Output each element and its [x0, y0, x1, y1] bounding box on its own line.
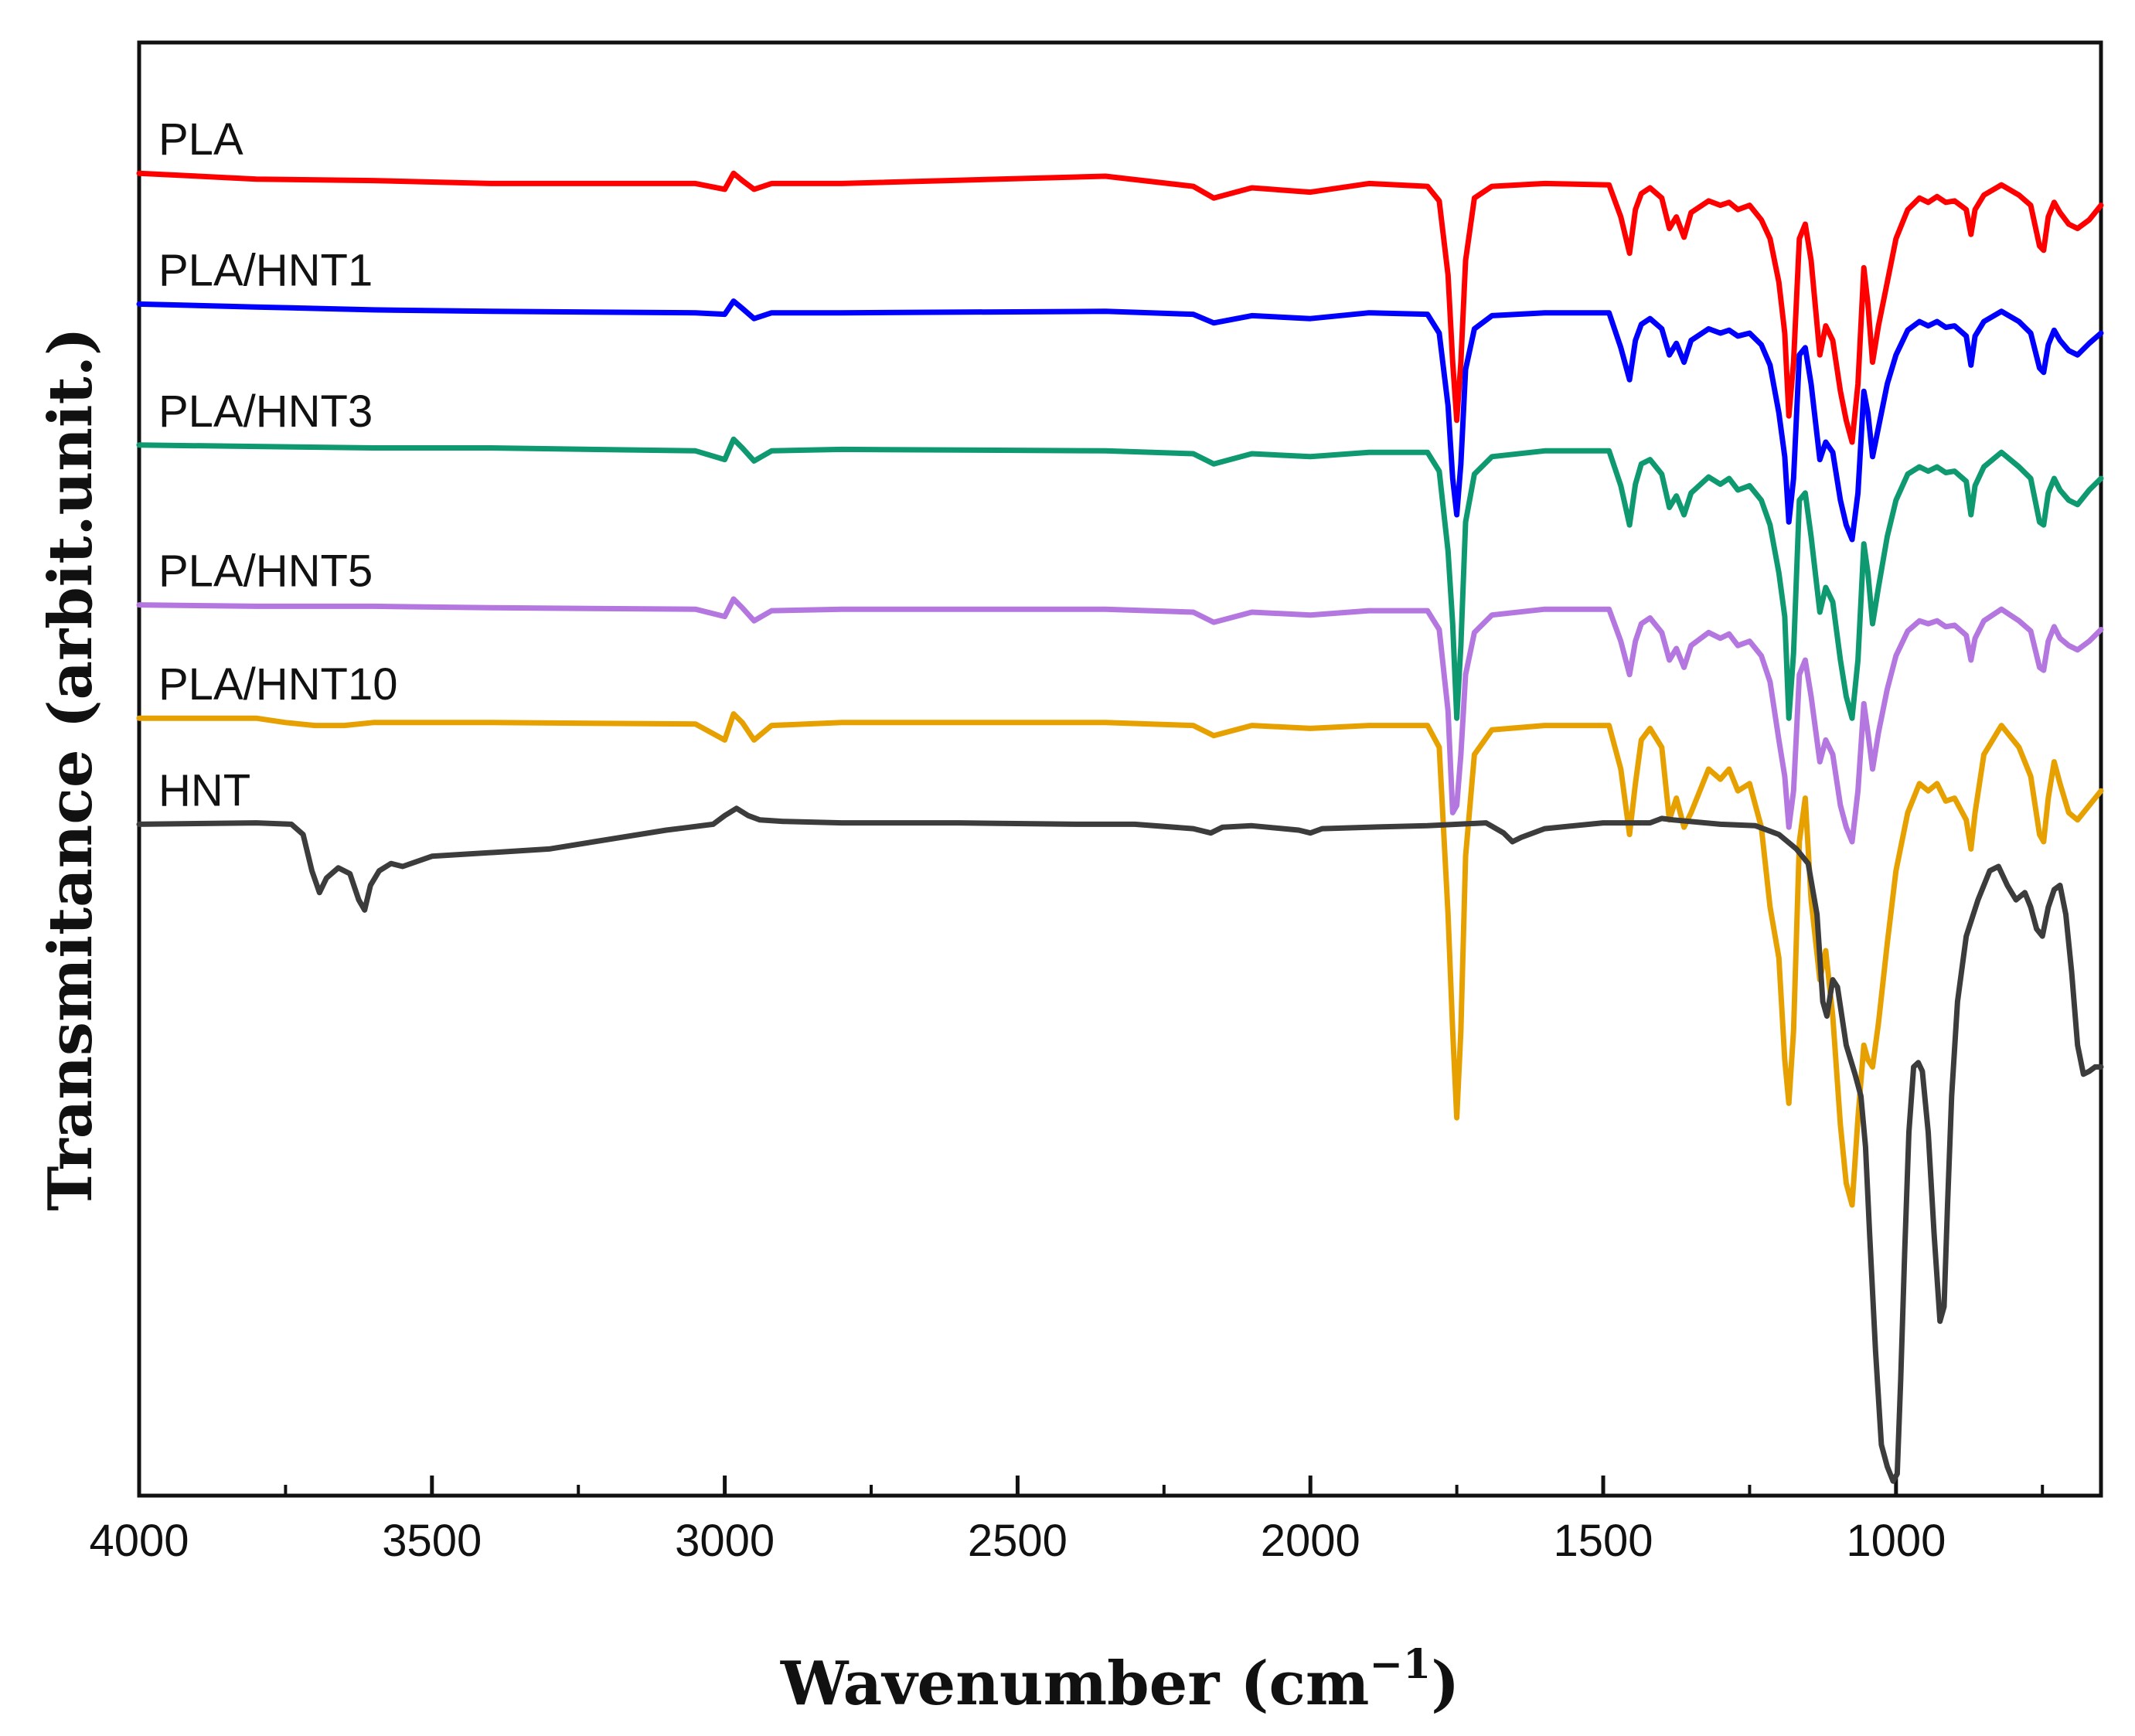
series-label-hnt: HNT — [158, 765, 250, 815]
series-label-pla-hnt10: PLA/HNT10 — [158, 659, 397, 710]
series-label-pla-hnt1: PLA/HNT1 — [158, 245, 373, 295]
x-tick-label-3000: 3000 — [675, 1516, 775, 1566]
series-label-pla: PLA — [158, 114, 243, 165]
x-tick-label-3500: 3500 — [382, 1516, 482, 1566]
x-axis-tick-labels: 4000 3500 3000 2500 2000 1500 1000 — [89, 1516, 1946, 1566]
x-axis-title: Wavenumber (cm−1) — [780, 1641, 1459, 1719]
x-tick-label-2500: 2500 — [968, 1516, 1068, 1566]
series-label-pla-hnt3: PLA/HNT3 — [158, 386, 373, 437]
series-line-pla-hnt10 — [136, 711, 2104, 1208]
series-line-hnt — [136, 805, 2104, 1484]
x-tick-label-1500: 1500 — [1554, 1516, 1653, 1566]
series-label-pla-hnt5: PLA/HNT5 — [158, 546, 373, 597]
series-line-pla-hnt1 — [136, 298, 2104, 543]
plot-frame — [137, 40, 2103, 1498]
series-labels: PLA PLA/HNT1 PLA/HNT3 PLA/HNT5 PLA/HNT10 HNT — [158, 114, 397, 815]
x-tick-label-4000: 4000 — [89, 1516, 189, 1566]
y-axis-title: Transmitance (arbit.unit.) — [36, 327, 106, 1210]
spectra-traces — [136, 170, 2104, 1484]
x-axis-title-superscript: −1 — [1369, 1641, 1431, 1688]
series-line-pla-hnt3 — [136, 436, 2104, 721]
series-line-pla — [136, 170, 2104, 445]
series-line-pla-hnt5 — [136, 596, 2104, 845]
x-axis-ticks — [137, 1476, 2045, 1496]
x-tick-label-2000: 2000 — [1261, 1516, 1360, 1566]
x-axis-title-close: ) — [1431, 1649, 1459, 1719]
x-tick-label-1000: 1000 — [1846, 1516, 1946, 1566]
